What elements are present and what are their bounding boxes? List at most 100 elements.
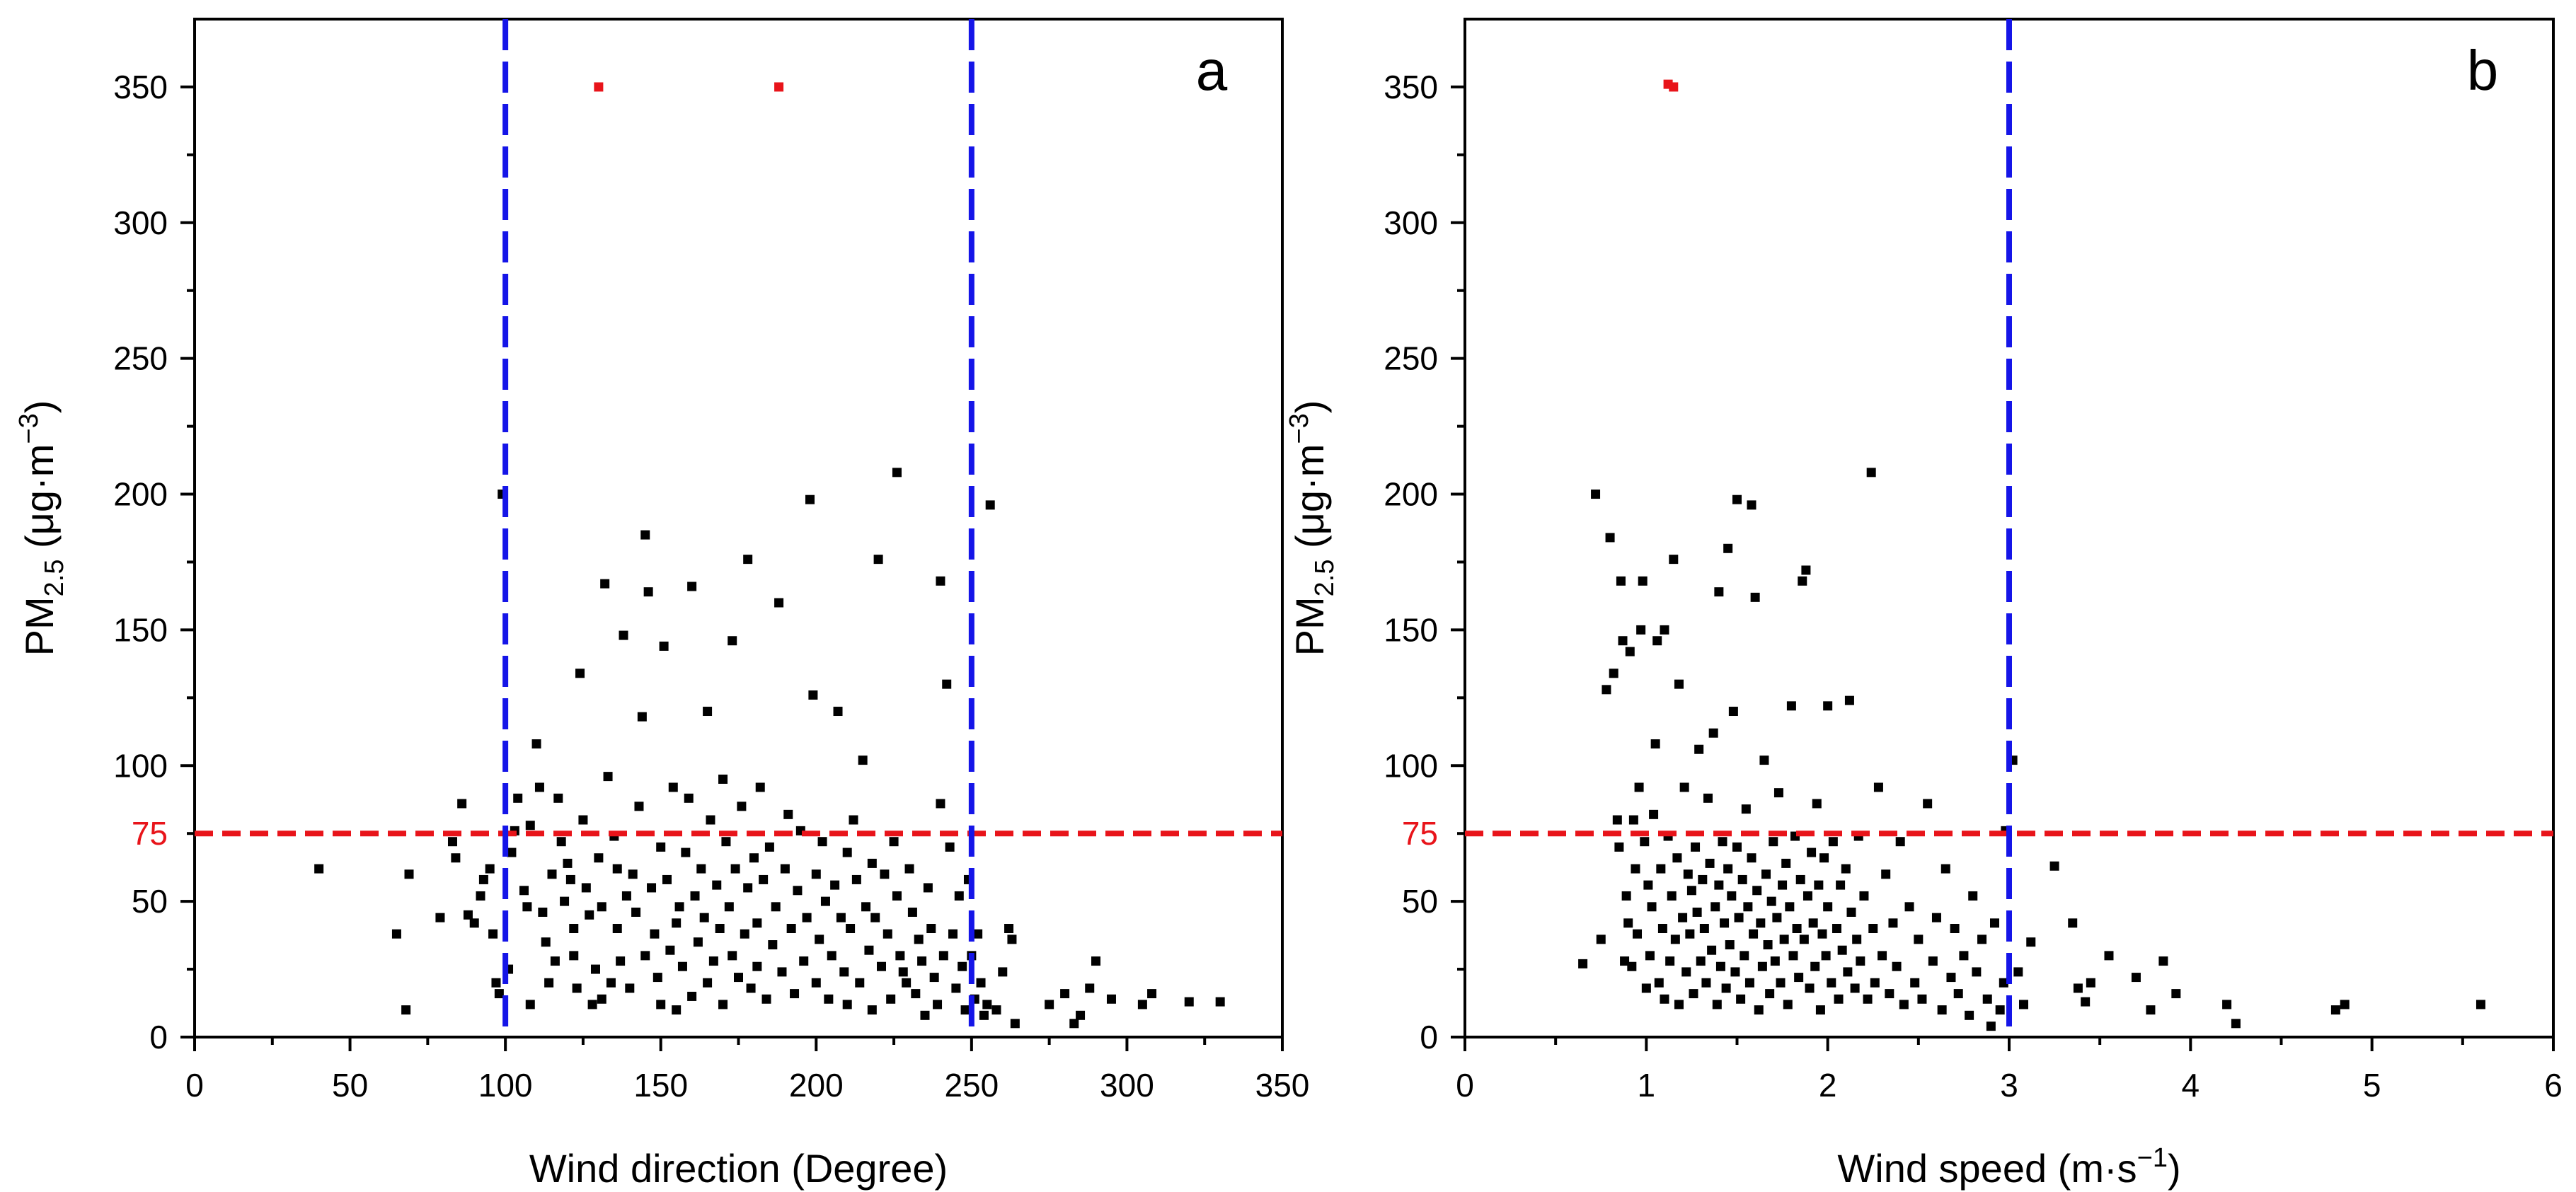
data-point: [1723, 864, 1733, 874]
data-point: [640, 530, 650, 540]
data-point: [1765, 989, 1775, 999]
data-point: [1899, 1000, 1909, 1009]
data-point: [404, 869, 414, 879]
data-point: [2026, 937, 2036, 947]
outlier-point: [1669, 82, 1679, 92]
data-point: [1707, 945, 1717, 955]
data-point: [703, 707, 713, 717]
data-point: [790, 989, 800, 999]
data-point: [1759, 756, 1769, 765]
data-point: [314, 864, 324, 874]
data-point: [889, 837, 899, 847]
data-point: [1727, 891, 1737, 901]
data-point: [674, 902, 684, 912]
data-point: [1641, 983, 1651, 993]
data-point: [1747, 500, 1756, 510]
data-point: [1215, 997, 1225, 1007]
data-point: [2231, 1019, 2241, 1029]
data-point: [547, 869, 557, 879]
data-point: [1785, 902, 1795, 912]
y-tick-label: 150: [1384, 611, 1438, 648]
data-point: [1766, 896, 1776, 906]
data-point: [1685, 929, 1695, 939]
data-point: [1730, 967, 1740, 977]
data-point: [519, 886, 529, 896]
data-point: [1741, 804, 1751, 814]
data-point: [677, 961, 687, 971]
y-tick-label: 300: [113, 204, 168, 241]
data-point: [640, 951, 650, 961]
data-point: [842, 1000, 852, 1009]
data-point: [463, 910, 473, 920]
data-point: [634, 802, 644, 811]
data-point: [811, 869, 821, 879]
data-point: [1147, 989, 1157, 999]
data-point: [942, 679, 952, 689]
data-point: [771, 902, 781, 912]
data-point: [494, 989, 504, 999]
data-point: [1728, 707, 1738, 717]
data-point: [1705, 858, 1715, 868]
data-point: [1683, 869, 1693, 879]
data-point: [2104, 951, 2114, 961]
data-point: [774, 598, 784, 608]
data-point: [590, 964, 600, 974]
y-tick-label: 100: [1384, 747, 1438, 784]
y-tick-label: 100: [113, 747, 168, 784]
data-point: [1137, 1000, 1147, 1009]
data-point: [920, 1010, 930, 1020]
y-axis-title: PM2.5 (μg·m−3): [14, 400, 69, 656]
data-point: [761, 994, 771, 1004]
data-point: [1888, 918, 1898, 928]
data-point: [401, 1005, 411, 1015]
data-point: [1999, 978, 2008, 988]
data-point: [1841, 864, 1851, 874]
data-point: [1696, 956, 1706, 966]
data-point: [690, 891, 700, 901]
data-point: [1614, 842, 1624, 852]
data-point: [531, 739, 541, 749]
data-point: [656, 842, 666, 852]
data-point: [681, 847, 691, 857]
data-point: [1715, 961, 1725, 971]
data-point: [597, 994, 606, 1004]
data-point: [1756, 918, 1766, 928]
data-point: [1004, 924, 1014, 934]
data-point: [572, 983, 582, 993]
data-point: [1823, 902, 1833, 912]
data-point: [1989, 918, 1999, 928]
data-point: [898, 967, 908, 977]
data-point: [960, 1005, 970, 1015]
data-point: [1779, 934, 1789, 944]
data-point: [936, 799, 945, 809]
data-point: [786, 924, 796, 934]
data-point: [1732, 842, 1742, 852]
data-point: [659, 641, 669, 651]
data-point: [485, 864, 495, 874]
data-point: [1679, 782, 1689, 792]
data-point: [652, 973, 662, 983]
data-point: [886, 994, 896, 1004]
data-point: [1674, 1000, 1684, 1009]
x-tick-label: 6: [2544, 1067, 2563, 1104]
data-point: [752, 918, 762, 928]
data-point: [1692, 907, 1702, 917]
data-point: [1863, 994, 1873, 1004]
x-tick-label: 5: [2363, 1067, 2381, 1104]
data-point: [1950, 924, 1960, 934]
data-point: [708, 956, 718, 966]
data-point: [1725, 940, 1735, 950]
data-point: [1060, 989, 1070, 999]
data-point: [1660, 994, 1669, 1004]
data-point: [1807, 847, 1817, 857]
data-point: [1686, 886, 1696, 896]
data-point: [842, 847, 852, 857]
data-point: [553, 793, 563, 803]
data-point: [1744, 978, 1754, 988]
data-point: [600, 579, 610, 589]
data-point: [1801, 565, 1811, 575]
data-point: [743, 555, 753, 565]
data-point: [1910, 978, 1920, 988]
x-tick-label: 50: [332, 1067, 368, 1104]
data-point: [1625, 647, 1635, 656]
